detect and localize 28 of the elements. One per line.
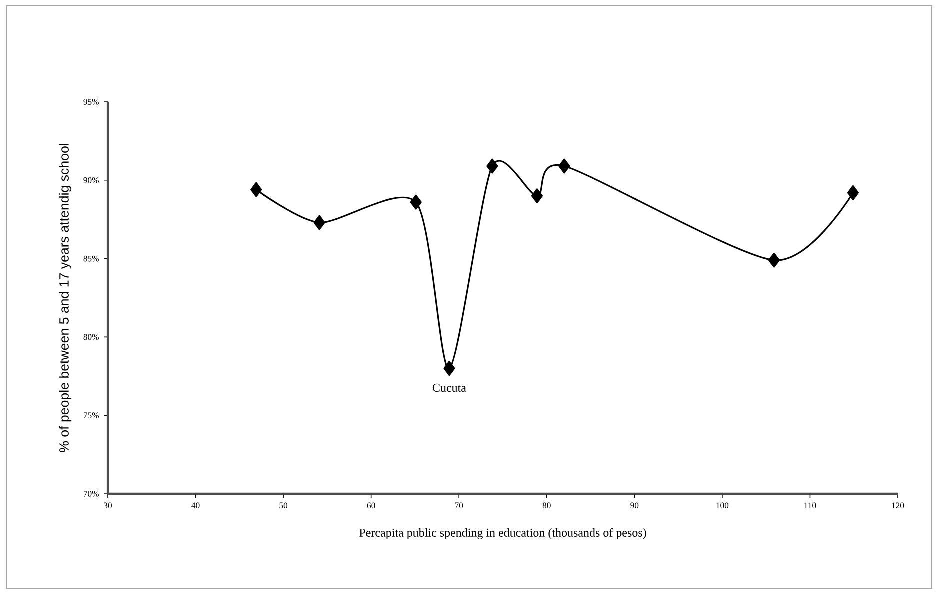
point (250, 182, 262, 198)
y-tick-label: 75% (84, 412, 99, 419)
point (486, 158, 498, 174)
annotation: Cucuta (432, 384, 466, 392)
x-tick-label: 30 (104, 502, 112, 509)
y-tick-label: 90% (84, 177, 99, 184)
y-tick-label: 85% (84, 256, 99, 262)
x-tick-label: 40 (192, 502, 200, 509)
x-tick-label: 90 (630, 502, 639, 509)
point (558, 158, 570, 174)
point (847, 185, 860, 200)
x-axis-title: Percapita public spending in education (thousands of pesos) (360, 528, 646, 540)
x-tick-label: 110 (804, 502, 816, 509)
point (444, 361, 456, 376)
x-tick-label: 50 (280, 502, 288, 509)
x-tick-label: 120 (892, 502, 904, 509)
y-tick-label: 95% (84, 99, 99, 105)
x-tick-label: 60 (367, 502, 376, 509)
x-tick-label: 100 (716, 502, 729, 509)
point (410, 194, 422, 210)
y-axis-title: % of people between 5 and 17 years attendig school (59, 144, 72, 452)
y-tick-label: 80% (84, 334, 99, 340)
x-tick-label: 80 (542, 502, 551, 509)
point (531, 188, 544, 204)
x-tick-label: 70 (455, 502, 464, 509)
point (768, 252, 780, 268)
y-tick-label: 70% (84, 491, 99, 497)
point (314, 215, 326, 230)
